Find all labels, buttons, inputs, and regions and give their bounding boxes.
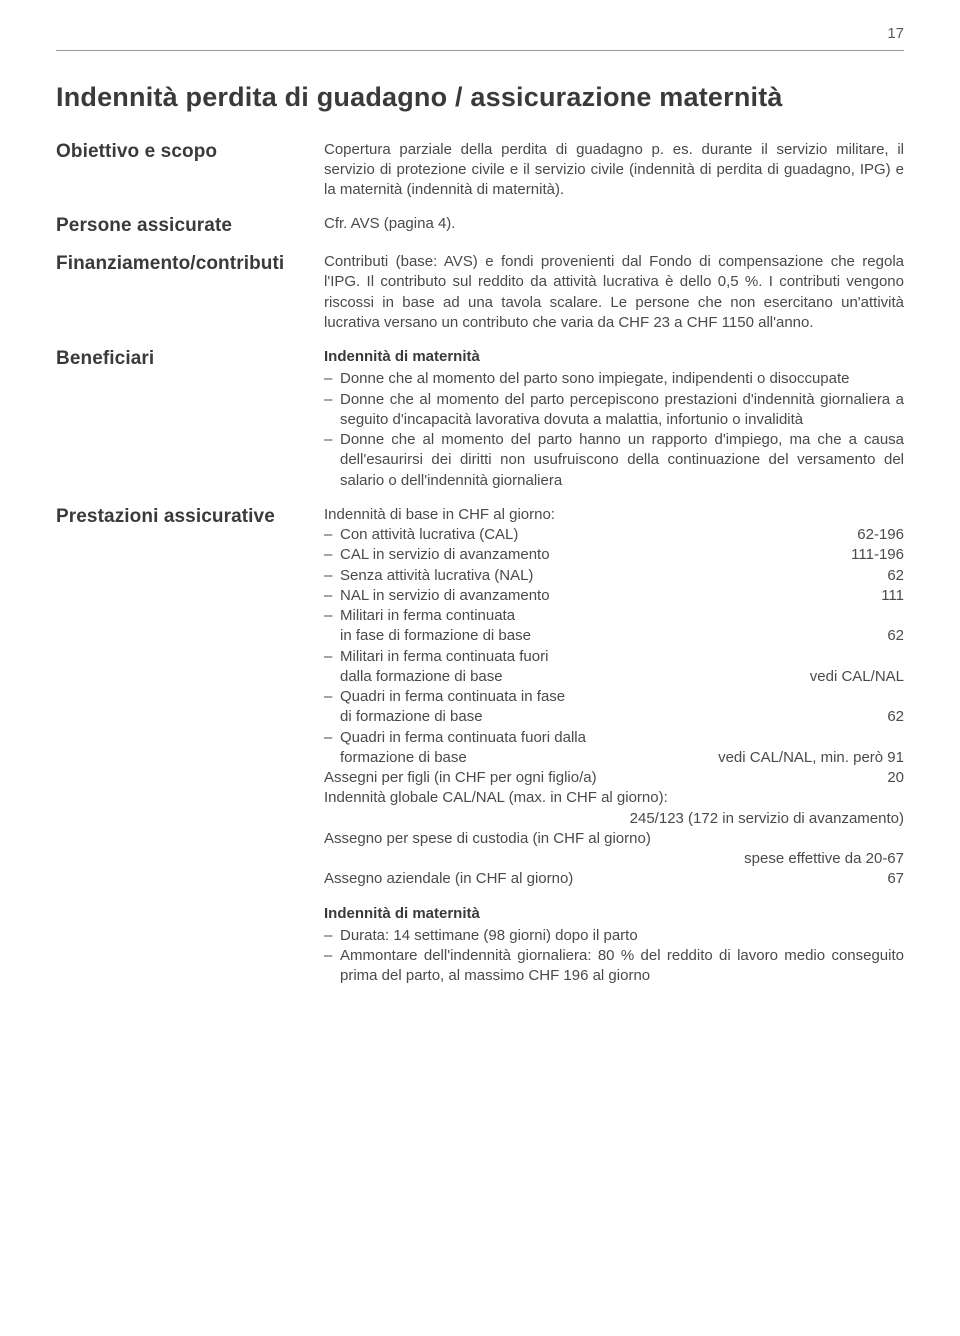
- row-value: 111: [881, 586, 904, 606]
- prestazioni-intro: Indennità di base in CHF al giorno:: [324, 505, 904, 525]
- aziendale-row: Assegno aziendale (in CHF al giorno) 67: [324, 869, 904, 889]
- text-persone: Cfr. AVS (pagina 4).: [324, 214, 904, 234]
- main-title: Indennità perdita di guadagno / assicura…: [56, 79, 904, 115]
- row-line2-right: vedi CAL/NAL, min. però 91: [718, 748, 904, 768]
- row-value: 111-196: [851, 545, 904, 565]
- label-beneficiari: Beneficiari: [56, 347, 324, 371]
- label-prestazioni: Prestazioni assicurative: [56, 505, 324, 529]
- row-line1: Militari in ferma continuata fuori: [340, 647, 904, 667]
- label-obiettivo: Obiettivo e scopo: [56, 140, 324, 164]
- section-finanziamento: Finanziamento/contributi Contributi (bas…: [56, 252, 904, 333]
- row-value: vedi CAL/NAL: [810, 667, 904, 687]
- table-row: Quadri in ferma continuata in fase di fo…: [324, 687, 904, 728]
- text-obiettivo: Copertura parziale della perdita di guad…: [324, 140, 904, 201]
- row-line1: Militari in ferma continuata: [340, 606, 904, 626]
- list-item: Donne che al momento del parto hanno un …: [324, 430, 904, 491]
- table-row: Quadri in ferma continuata fuori dalla f…: [324, 728, 904, 769]
- aziendale-value: 67: [887, 869, 904, 889]
- section-obiettivo: Obiettivo e scopo Copertura parziale del…: [56, 140, 904, 201]
- custodia-line2: spese effettive da 20-67: [324, 849, 904, 869]
- section-prestazioni: Prestazioni assicurative Indennità di ba…: [56, 505, 904, 987]
- table-row: Con attività lucrativa (CAL) 62-196: [324, 525, 904, 545]
- table-row: Senza attività lucrativa (NAL) 62: [324, 566, 904, 586]
- content-obiettivo: Copertura parziale della perdita di guad…: [324, 140, 904, 201]
- maternita-block: Indennità di maternità Durata: 14 settim…: [324, 904, 904, 987]
- table-row: Militari in ferma continuata in fase di …: [324, 606, 904, 647]
- row-label: CAL in servizio di avanzamento: [340, 545, 851, 565]
- top-rule: [56, 50, 904, 51]
- section-persone: Persone assicurate Cfr. AVS (pagina 4).: [56, 214, 904, 238]
- table-row: CAL in servizio di avanzamento 111-196: [324, 545, 904, 565]
- list-item: Durata: 14 settimane (98 giorni) dopo il…: [324, 926, 904, 946]
- aziendale-label: Assegno aziendale (in CHF al giorno): [324, 869, 887, 889]
- row-line2: di formazione di base: [340, 707, 887, 727]
- content-beneficiari: Indennità di maternità Donne che al mome…: [324, 347, 904, 491]
- table-row: Militari in ferma continuata fuori dalla…: [324, 647, 904, 688]
- label-persone: Persone assicurate: [56, 214, 324, 238]
- row-value: 62-196: [857, 525, 904, 545]
- list-maternita: Durata: 14 settimane (98 giorni) dopo il…: [324, 926, 904, 987]
- list-item: Donne che al momento del parto sono impi…: [324, 369, 904, 389]
- row-value: 62: [887, 566, 904, 586]
- row-label: Senza attività lucrativa (NAL): [340, 566, 887, 586]
- label-finanziamento: Finanziamento/contributi: [56, 252, 324, 276]
- row-value: 62: [887, 626, 904, 646]
- row-label: Con attività lucrativa (CAL): [340, 525, 857, 545]
- content-persone: Cfr. AVS (pagina 4).: [324, 214, 904, 234]
- globale-line2: 245/123 (172 in servizio di avanzamento): [324, 809, 904, 829]
- row-value: 62: [887, 707, 904, 727]
- row-line1: Quadri in ferma continuata in fase: [340, 687, 904, 707]
- row-line2-left: formazione di base: [340, 748, 718, 768]
- page-number: 17: [56, 24, 904, 44]
- list-beneficiari: Donne che al momento del parto sono impi…: [324, 369, 904, 491]
- assegni-figli-label: Assegni per figli (in CHF per ogni figli…: [324, 768, 887, 788]
- section-beneficiari: Beneficiari Indennità di maternità Donne…: [56, 347, 904, 491]
- row-label: NAL in servizio di avanzamento: [340, 586, 881, 606]
- globale-line1: Indennità globale CAL/NAL (max. in CHF a…: [324, 788, 904, 808]
- subheading-maternita: Indennità di maternità: [324, 904, 904, 924]
- assegni-figli-row: Assegni per figli (in CHF per ogni figli…: [324, 768, 904, 788]
- page-container: 17 Indennità perdita di guadagno / assic…: [0, 0, 960, 1041]
- row-line2: dalla formazione di base: [340, 667, 810, 687]
- assegni-figli-value: 20: [887, 768, 904, 788]
- prestazioni-table: Con attività lucrativa (CAL) 62-196 CAL …: [324, 525, 904, 768]
- custodia-line1: Assegno per spese di custodia (in CHF al…: [324, 829, 904, 849]
- table-row: NAL in servizio di avanzamento 111: [324, 586, 904, 606]
- row-line2: in fase di formazione di base: [340, 626, 887, 646]
- row-line1: Quadri in ferma continuata fuori dalla: [340, 728, 904, 748]
- subheading-beneficiari: Indennità di maternità: [324, 347, 904, 367]
- list-item: Donne che al momento del parto percepisc…: [324, 390, 904, 431]
- text-finanziamento: Contributi (base: AVS) e fondi provenien…: [324, 252, 904, 333]
- content-finanziamento: Contributi (base: AVS) e fondi provenien…: [324, 252, 904, 333]
- list-item: Ammontare dell'indennità giornaliera: 80…: [324, 946, 904, 987]
- content-prestazioni: Indennità di base in CHF al giorno: Con …: [324, 505, 904, 987]
